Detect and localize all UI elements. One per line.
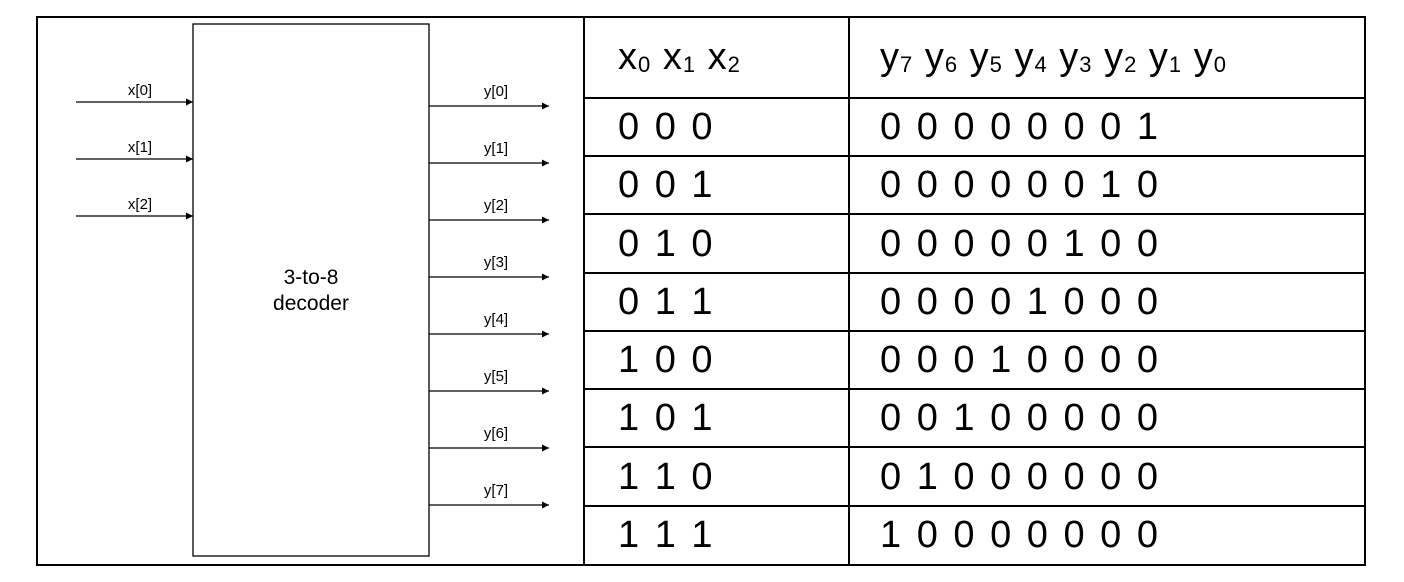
input-label: x[1] [128, 139, 152, 156]
output-values: 1 0 0 0 0 0 0 0 [848, 504, 1364, 564]
header-outputs: y7 y6 y5 y4 y3 y2 y1 y0 [848, 18, 1364, 99]
header-inputs: x0 x1 x2 [583, 18, 850, 99]
input-values: 1 1 1 [583, 504, 850, 564]
output-label: y[7] [484, 482, 508, 499]
header-subscript: 2 [727, 52, 741, 78]
output-label: y[0] [484, 83, 508, 100]
input-values: 0 0 0 [583, 96, 850, 158]
output-values: 0 0 0 0 0 0 0 1 [848, 96, 1364, 158]
header-subscript: 2 [1124, 52, 1138, 78]
header-symbol: x [618, 36, 638, 79]
header-symbol: y [1148, 36, 1169, 79]
decoder-label-line1: 3-to-8 [284, 266, 339, 289]
output-label: y[1] [484, 140, 508, 157]
header-symbol: x [707, 36, 728, 79]
input-values: 1 1 0 [583, 446, 850, 507]
header-symbol: y [1104, 36, 1125, 79]
input-label: x[0] [128, 82, 152, 99]
output-label: y[2] [484, 197, 508, 214]
output-signals: y[0] y[1] y[2] y[3] y[4] y[5] y[6] y[7] [429, 83, 549, 509]
header-subscript: 7 [900, 52, 914, 78]
header-subscript: 5 [989, 52, 1003, 78]
input-signals: x[0] x[1] x[2] [76, 82, 193, 220]
header-symbol: y [880, 36, 900, 79]
output-label: y[3] [484, 254, 508, 271]
header-subscript: 0 [1213, 52, 1227, 78]
input-values: 0 1 1 [583, 271, 850, 332]
header-symbol: x [662, 36, 683, 79]
header-symbol: y [969, 36, 990, 79]
output-values: 0 1 0 0 0 0 0 0 [848, 446, 1364, 507]
input-values: 0 0 1 [583, 155, 850, 216]
output-label: y[6] [484, 425, 508, 442]
header-symbol: y [924, 36, 945, 79]
header-subscript: 0 [638, 52, 652, 78]
decoder-block [192, 23, 430, 557]
header-symbol: y [1014, 36, 1035, 79]
output-values: 0 0 0 0 1 0 0 0 [848, 271, 1364, 332]
header-subscript: 1 [1168, 52, 1183, 78]
header-subscript: 6 [944, 52, 959, 78]
decoder-label-line2: decoder [273, 292, 349, 315]
header-symbol: y [1193, 36, 1214, 79]
decoder-diagram: 3-to-8 decoder x[0] x[1] x[2] y[0] y[1] y[2]… [38, 18, 585, 564]
output-label: y[4] [484, 311, 508, 328]
output-values: 0 0 0 0 0 0 1 0 [848, 155, 1364, 216]
truth-table-header-row: x0 x1 x2 y7 y6 y5 y4 y3 y2 y1 y0 [583, 18, 1364, 99]
input-values: 1 0 1 [583, 388, 850, 449]
header-subscript: 1 [682, 52, 697, 78]
figure-frame: 3-to-8 decoder x[0] x[1] x[2] y[0] y[1] y[2]… [36, 16, 1366, 566]
header-subscript: 3 [1079, 52, 1093, 78]
input-values: 0 1 0 [583, 213, 850, 274]
header-subscript: 4 [1034, 52, 1048, 78]
output-values: 0 0 0 1 0 0 0 0 [848, 329, 1364, 391]
output-label: y[5] [484, 368, 508, 385]
input-label: x[2] [128, 196, 152, 213]
decoder-schematic: 3-to-8 decoder x[0] x[1] x[2] y[0] y[1] y[2]… [76, 23, 549, 557]
output-values: 0 0 0 0 0 1 0 0 [848, 213, 1364, 274]
input-values: 1 0 0 [583, 329, 850, 391]
header-symbol: y [1059, 36, 1080, 79]
output-values: 0 0 1 0 0 0 0 0 [848, 388, 1364, 449]
